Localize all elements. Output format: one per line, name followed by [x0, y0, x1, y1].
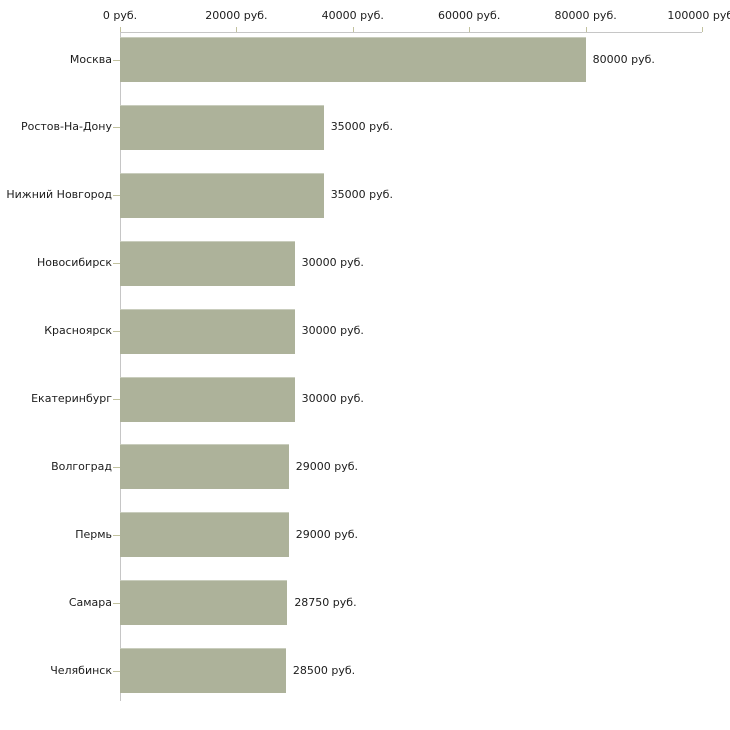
category-label: Нижний Новгород [6, 188, 112, 202]
category-label: Ростов-На-Дону [20, 120, 112, 134]
bar [120, 376, 295, 422]
x-axis-line [120, 32, 702, 33]
bar [120, 37, 586, 82]
bar [120, 308, 295, 354]
category-label: Самара [68, 595, 112, 609]
x-axis-tick [236, 27, 238, 32]
x-axis-tick [702, 27, 703, 32]
x-axis-tick-label: 0 руб. [102, 9, 138, 22]
bar [120, 648, 286, 694]
bar [120, 240, 295, 286]
category-tick [113, 59, 120, 61]
x-axis-tick [469, 27, 471, 32]
x-axis-tick-label: 40000 руб. [321, 9, 384, 22]
value-label: 35000 руб. [330, 188, 393, 202]
value-label: 29000 руб. [295, 527, 359, 541]
category-label: Москва [69, 52, 112, 66]
category-label: Челябинск [50, 663, 112, 677]
category-label: Волгоград [51, 459, 112, 473]
x-axis-tick-label: 60000 руб. [438, 9, 501, 22]
category-tick [113, 534, 120, 536]
value-label: 30000 руб. [301, 392, 364, 405]
bar [120, 580, 288, 626]
x-axis-tick-label: 20000 руб. [205, 9, 268, 22]
y-axis-line [120, 32, 121, 701]
category-label: Екатеринбург [31, 392, 112, 405]
bar [120, 172, 324, 218]
x-axis-tick [120, 27, 121, 32]
x-axis-tick-label: 80000 руб. [554, 9, 617, 22]
value-label: 30000 руб. [301, 324, 364, 338]
bar [120, 512, 289, 558]
bar [120, 104, 324, 150]
value-label: 35000 руб. [330, 120, 393, 134]
x-axis-tick-label: 100000 руб. [667, 9, 730, 22]
value-label: 30000 руб. [301, 256, 364, 270]
category-tick [113, 602, 120, 604]
category-tick [113, 127, 120, 129]
category-tick [113, 331, 120, 333]
category-tick [113, 670, 120, 672]
value-label: 80000 руб. [592, 52, 655, 66]
category-tick [113, 399, 120, 400]
category-tick [113, 195, 120, 197]
category-label: Пермь [75, 527, 112, 541]
value-label: 28750 руб. [294, 595, 357, 609]
x-axis-tick [585, 27, 587, 32]
category-label: Красноярск [44, 324, 112, 338]
x-axis-tick [352, 27, 354, 32]
bar [120, 444, 289, 490]
category-tick [113, 263, 120, 265]
value-label: 28500 руб. [292, 663, 356, 677]
value-label: 29000 руб. [295, 459, 359, 473]
category-tick [113, 466, 120, 468]
category-label: Новосибирск [36, 256, 112, 270]
